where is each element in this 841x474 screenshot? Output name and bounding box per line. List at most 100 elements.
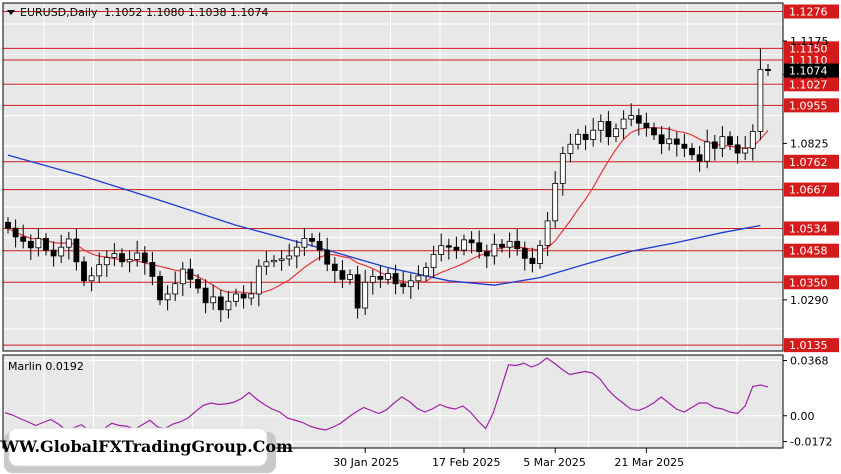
- watermark-text: WWW.GlobalFXTradingGroup.Com: [0, 437, 293, 456]
- indicator-axis[interactable]: 0.0368 0.00 -0.0172: [783, 355, 832, 449]
- candle-body: [88, 275, 95, 282]
- candle-body: [157, 276, 163, 301]
- candle-body: [392, 273, 399, 285]
- candle-body: [301, 238, 308, 248]
- indicator-tick-label: 0.0368: [790, 355, 829, 368]
- candle-body: [73, 238, 80, 263]
- level-tag-label: 1.0458: [789, 245, 828, 258]
- candle-body: [704, 141, 711, 162]
- candle-body: [711, 141, 718, 149]
- indicator-tick-label: -0.0172: [790, 436, 832, 449]
- candle-body: [149, 261, 156, 277]
- candle-body: [605, 121, 612, 138]
- level-tag-label: 1.0762: [789, 156, 828, 169]
- candle-body: [544, 220, 551, 246]
- candle-body: [400, 283, 407, 288]
- candle-body: [499, 243, 505, 248]
- candle-body: [765, 68, 771, 71]
- candle-body: [187, 268, 194, 280]
- candle-body: [5, 221, 11, 229]
- candle-body: [415, 275, 422, 282]
- time-tick-label: 17 Feb 2025: [432, 456, 500, 469]
- candle-body: [20, 236, 27, 242]
- candle-body: [354, 274, 361, 309]
- level-tag: [784, 338, 839, 353]
- candle-body: [96, 264, 103, 277]
- candle-body: [613, 128, 619, 138]
- candle-body: [119, 253, 125, 263]
- candle-body: [689, 147, 695, 156]
- candle-body: [597, 121, 604, 131]
- candle-body: [202, 287, 209, 304]
- candle-body: [620, 118, 627, 130]
- candle-body: [65, 238, 72, 248]
- watermark-badge: WWW.GlobalFXTradingGroup.Com: [0, 427, 293, 473]
- candle-body: [164, 293, 171, 301]
- level-tag: [784, 41, 839, 56]
- candlestick-series: [5, 48, 771, 323]
- candle-body: [430, 254, 437, 269]
- candle-body: [476, 242, 483, 252]
- candle-body: [628, 115, 635, 120]
- candle-body: [179, 268, 186, 285]
- candle-body: [233, 293, 239, 302]
- level-tag: [784, 154, 839, 169]
- candle-body: [195, 278, 201, 289]
- level-tag: [784, 4, 839, 19]
- candle-body: [263, 261, 270, 267]
- candle-body: [521, 248, 528, 259]
- candle-body: [362, 281, 369, 309]
- level-tag: [784, 98, 839, 113]
- candle-body: [255, 265, 262, 295]
- candle-body: [27, 240, 34, 249]
- price-grid: [3, 3, 783, 351]
- candle-body: [506, 240, 513, 248]
- candle-body: [757, 68, 764, 132]
- price-tick-label: 1.1175: [790, 35, 829, 48]
- candle-body: [240, 293, 247, 299]
- level-tag: [784, 77, 839, 92]
- candle-body: [58, 246, 65, 257]
- candle-body: [651, 127, 657, 136]
- candle-body: [12, 227, 19, 238]
- candle-body: [50, 249, 57, 257]
- collapse-triangle-icon[interactable]: [7, 10, 15, 15]
- candle-body: [248, 293, 255, 299]
- candle-body: [347, 274, 353, 280]
- candle-body: [742, 147, 749, 154]
- level-tag: [784, 275, 839, 290]
- level-tag-label: 1.1150: [789, 42, 828, 55]
- candle-body: [339, 270, 346, 280]
- candle-body: [734, 144, 741, 154]
- candle-body: [286, 255, 293, 260]
- candle-body: [575, 133, 581, 145]
- price-axis[interactable]: 1.12761.11501.11101.10271.09551.07621.06…: [783, 4, 839, 353]
- level-tag: [784, 243, 839, 258]
- ohlc-values: 1.1052 1.1080 1.1038 1.1074: [104, 6, 268, 19]
- candle-body: [423, 267, 429, 277]
- candle-body: [483, 251, 490, 257]
- candle-body: [514, 240, 521, 250]
- indicator-tick-label: 0.00: [790, 410, 815, 423]
- candle-body: [309, 238, 315, 242]
- candle-body: [43, 238, 49, 251]
- candle-body: [559, 153, 566, 184]
- candle-body: [134, 252, 141, 260]
- indicator-grid: [3, 355, 783, 448]
- current-price-label: 1.1074: [789, 65, 828, 78]
- time-tick-label: 5 Mar 2025: [523, 456, 586, 469]
- current-price-tag: [784, 63, 839, 78]
- candle-body: [635, 115, 642, 124]
- candle-body: [172, 283, 179, 295]
- candle-body: [681, 143, 688, 149]
- candle-body: [658, 134, 665, 145]
- candle-body: [537, 245, 543, 264]
- time-axis[interactable]: 30 Jan 2025 17 Feb 2025 5 Mar 2025 21 Mar 2…: [333, 448, 684, 469]
- indicator-panel-border: [2, 354, 784, 449]
- support-resistance-levels: [3, 10, 783, 346]
- candle-body: [316, 240, 323, 251]
- candle-body: [293, 246, 300, 257]
- level-tag-label: 1.0135: [789, 339, 828, 352]
